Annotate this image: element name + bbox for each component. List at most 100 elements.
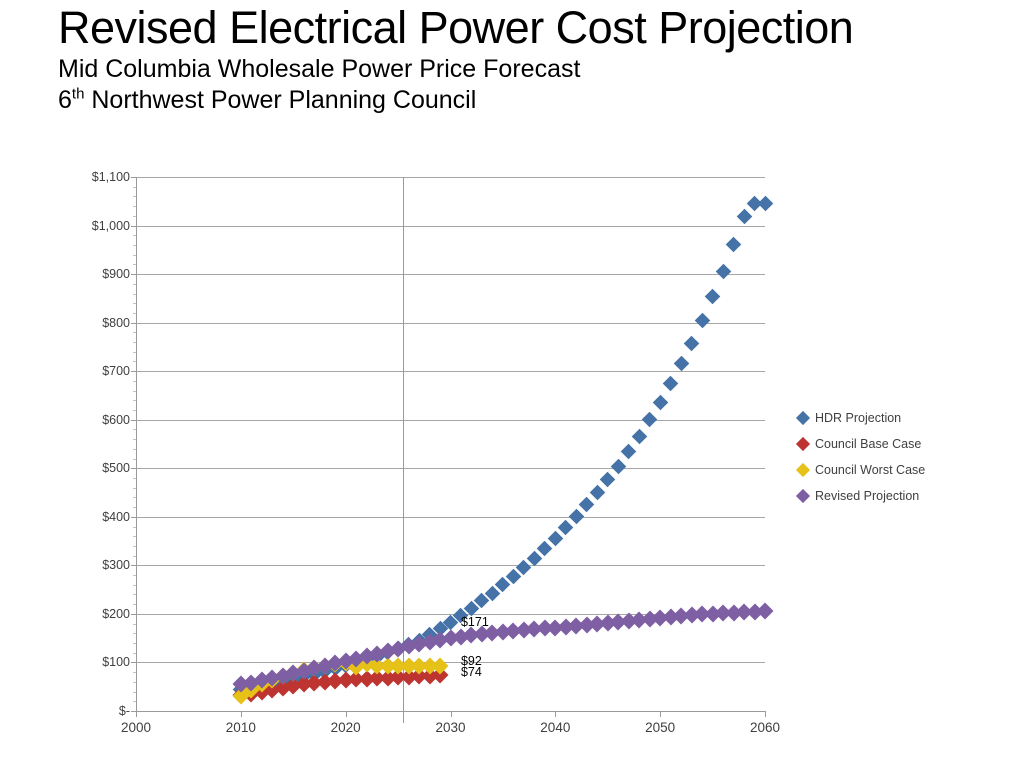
gridline	[136, 419, 765, 421]
legend-label: Council Base Case	[815, 437, 922, 451]
data-point-marker	[736, 209, 752, 225]
y-axis-tick	[131, 419, 136, 421]
y-axis-tick	[131, 565, 136, 567]
y-axis-minor-tick	[133, 584, 136, 586]
y-axis-line	[136, 177, 137, 712]
y-axis-tick	[131, 613, 136, 615]
gridline	[136, 516, 765, 518]
y-axis-minor-tick	[133, 526, 136, 528]
y-axis-minor-tick	[133, 536, 136, 538]
y-axis-minor-tick	[133, 701, 136, 703]
y-axis-minor-tick	[133, 487, 136, 489]
legend-marker-icon	[795, 436, 811, 452]
legend-item[interactable]: HDR Projection	[795, 405, 995, 431]
gridline	[136, 613, 765, 615]
y-axis-minor-tick	[133, 235, 136, 237]
data-label: $74	[460, 665, 482, 680]
gridline	[136, 274, 765, 276]
legend-marker-icon	[795, 410, 811, 426]
y-axis-minor-tick	[133, 429, 136, 431]
y-axis-minor-tick	[133, 400, 136, 402]
y-axis-tick	[131, 516, 136, 518]
data-point-marker	[715, 263, 731, 280]
data-point-marker	[547, 530, 564, 546]
chart-container: $- $100 $200 $300 $400 $500 $600 $700 $800 $900 $1…	[0, 160, 1024, 760]
x-axis-label: 2000	[120, 720, 152, 735]
y-axis-minor-tick	[133, 254, 136, 256]
y-axis-minor-tick	[133, 555, 136, 557]
y-axis-tick	[131, 322, 136, 324]
y-axis-minor-tick	[133, 691, 136, 693]
y-axis-minor-tick	[133, 390, 136, 392]
gridline	[136, 322, 765, 324]
subtitle-line-2: 6th Northwest Power Planning Council	[58, 85, 998, 116]
y-axis-label: $1,100	[91, 170, 130, 184]
y-axis-tick	[131, 711, 136, 712]
legend-item[interactable]: Revised Projection	[795, 483, 995, 509]
y-axis-minor-tick	[133, 293, 136, 295]
gridline	[136, 225, 765, 227]
y-axis-tick	[131, 225, 136, 227]
data-point-marker	[652, 394, 668, 411]
data-point-marker	[757, 195, 773, 212]
x-axis-tick	[345, 711, 347, 717]
data-point-marker	[704, 289, 721, 305]
y-axis-label: $-	[118, 704, 130, 718]
y-axis-label: $900	[102, 267, 130, 282]
x-axis-label: 2010	[225, 720, 256, 735]
y-axis-minor-tick	[133, 643, 136, 645]
x-axis-label: 2050	[645, 720, 676, 735]
y-axis-label: $300	[102, 558, 130, 573]
data-point-marker	[589, 484, 606, 501]
legend-item[interactable]: Council Worst Case	[795, 457, 995, 483]
page-title: Revised Electrical Power Cost Projection	[58, 2, 854, 53]
y-axis-label: $600	[102, 412, 130, 427]
y-axis-label: $200	[102, 606, 130, 621]
legend-marker-icon	[795, 488, 811, 504]
x-axis-label: 2020	[330, 720, 361, 735]
y-axis-minor-tick	[133, 312, 136, 314]
x-axis-label: 2040	[540, 720, 571, 735]
y-axis-tick	[131, 662, 136, 664]
x-axis-tick	[555, 711, 557, 717]
y-axis-minor-tick	[133, 575, 136, 577]
y-axis-minor-tick	[133, 633, 136, 635]
y-axis-label: $800	[102, 315, 130, 330]
y-axis-minor-tick	[133, 672, 136, 674]
gridline	[136, 468, 765, 470]
gridline	[136, 565, 765, 567]
y-axis-minor-tick	[133, 448, 136, 450]
data-point-marker	[620, 443, 637, 460]
y-axis-tick	[131, 468, 136, 470]
chart-legend: HDR Projection Council Base Case Council W…	[795, 405, 995, 509]
y-axis-tick	[131, 274, 136, 276]
y-axis-minor-tick	[133, 594, 136, 596]
y-axis-minor-tick	[133, 351, 136, 353]
legend-label: HDR Projection	[815, 411, 902, 425]
data-point-marker	[683, 335, 700, 351]
x-axis-label: 2030	[435, 720, 466, 735]
data-point-marker	[579, 496, 595, 513]
x-axis-tick	[660, 711, 662, 717]
y-axis-minor-tick	[133, 545, 136, 547]
y-axis-minor-tick	[133, 507, 136, 509]
legend-item[interactable]: Council Base Case	[795, 431, 995, 457]
y-axis-label: $500	[102, 461, 130, 476]
y-axis-minor-tick	[133, 303, 136, 305]
data-point-marker	[673, 356, 689, 372]
y-axis-minor-tick	[133, 186, 136, 188]
subtitle-ordinal-suffix: th	[71, 85, 85, 103]
data-point-marker	[599, 472, 616, 488]
y-axis-minor-tick	[133, 196, 136, 198]
y-axis-minor-tick	[133, 458, 136, 460]
y-axis-minor-tick	[133, 361, 136, 363]
subtitle-line-2-prefix: 6	[58, 86, 72, 114]
y-axis-label: $100	[102, 655, 130, 670]
title-block: Revised Electrical Power Cost Projection…	[58, 2, 998, 116]
y-axis-minor-tick	[133, 623, 136, 625]
x-axis-tick	[450, 711, 452, 717]
y-axis-minor-tick	[133, 332, 136, 334]
x-axis-tick	[240, 711, 242, 717]
y-axis-labels: $- $100 $200 $300 $400 $500 $600 $700 $800 $900 $1…	[56, 160, 130, 730]
